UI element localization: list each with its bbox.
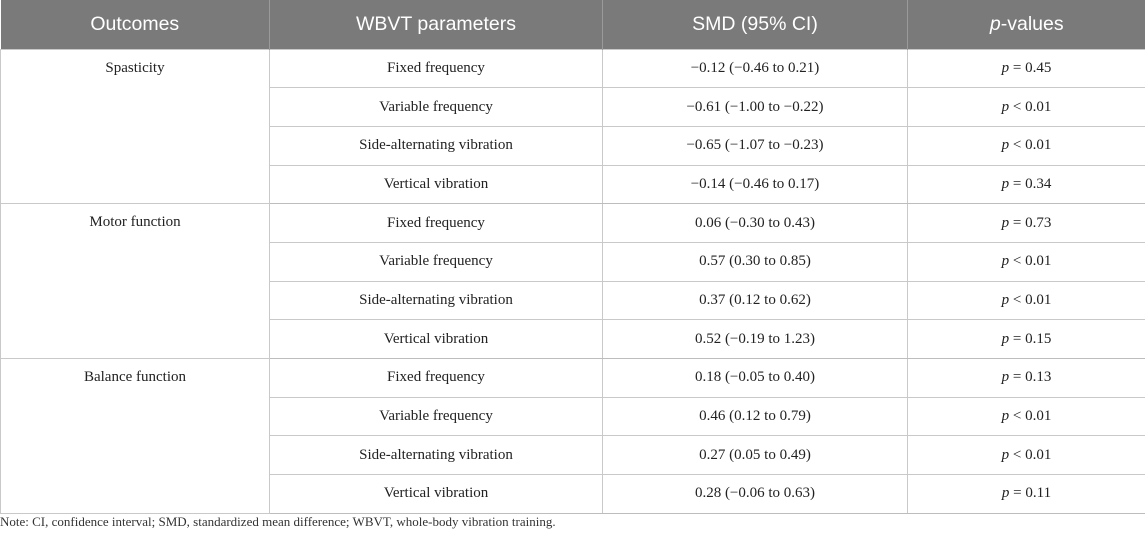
p-value-cell: p = 0.45 [907,48,1145,89]
p-value-cell: p = 0.15 [907,319,1145,359]
smd-cell: −0.14 (−0.46 to 0.17) [602,164,908,205]
p-value-cell: p < 0.01 [907,125,1145,166]
smd-cell: −0.61 (−1.00 to −0.22) [602,87,908,127]
table-row: Motor function Fixed frequency 0.06 (−0.… [0,203,1145,359]
p-value-cell: p < 0.01 [907,396,1145,437]
smd-cell: −0.65 (−1.07 to −0.23) [602,125,908,166]
p-symbol: p [1001,59,1010,76]
outcome-cell: Spasticity [0,48,270,205]
p-value: < 0.01 [1009,408,1052,425]
parameter-cell: Variable frequency [269,241,603,282]
parameter-cell: Fixed frequency [269,358,603,398]
p-value-cell: p = 0.34 [907,164,1145,205]
p-value-cell: p < 0.01 [907,435,1145,476]
p-value: = 0.45 [1009,59,1052,76]
p-symbol: p [1001,330,1010,347]
p-value: < 0.01 [1009,253,1052,270]
parameter-cell: Vertical vibration [269,319,603,359]
p-symbol: p [1001,253,1010,270]
smd-cell: −0.12 (−0.46 to 0.21) [602,48,908,89]
outcome-cell: Balance function [0,358,270,514]
table-row: Side-alternating vibration 0.37 (0.12 to… [1,280,1145,321]
p-value: < 0.01 [1009,291,1052,308]
p-symbol: p [1001,369,1010,386]
table-row: Vertical vibration 0.52 (−0.19 to 1.23) … [1,319,1145,359]
parameter-cell: Variable frequency [269,396,603,437]
p-symbol: p [1001,408,1010,425]
p-symbol: p [1001,485,1010,502]
header-smd: SMD (95% CI) [602,0,908,49]
parameter-cell: Side-alternating vibration [269,125,603,166]
p-value: = 0.13 [1009,369,1052,386]
p-symbol: p [1001,291,1010,308]
p-symbol: p [1001,98,1010,115]
smd-cell: 0.18 (−0.05 to 0.40) [602,358,908,398]
p-value-cell: p = 0.13 [907,358,1145,398]
parameter-cell: Fixed frequency [269,203,603,243]
header-wbvt-parameters: WBVT parameters [269,0,603,49]
smd-cell: 0.37 (0.12 to 0.62) [602,280,908,321]
p-value: = 0.73 [1009,214,1052,231]
p-value-cell: p = 0.11 [907,474,1145,514]
header-p-symbol: p [989,12,1001,35]
header-p-values: p-values [908,0,1145,49]
smd-cell: 0.57 (0.30 to 0.85) [602,241,908,282]
p-symbol: p [1001,175,1010,192]
smd-cell: 0.27 (0.05 to 0.49) [602,435,908,476]
table-row: Variable frequency 0.46 (0.12 to 0.79) p… [1,396,1145,437]
table-footnote: Note: CI, confidence interval; SMD, stan… [0,514,556,529]
p-value-cell: p < 0.01 [907,280,1145,321]
smd-cell: 0.52 (−0.19 to 1.23) [602,319,908,359]
parameter-cell: Side-alternating vibration [269,435,603,476]
p-value: < 0.01 [1009,446,1052,463]
smd-cell: 0.06 (−0.30 to 0.43) [602,203,908,243]
table-row: Variable frequency −0.61 (−1.00 to −0.22… [1,87,1145,127]
table-row: Spasticity Fixed frequency −0.12 (−0.46 … [0,48,1145,205]
table-row: Variable frequency 0.57 (0.30 to 0.85) p… [1,241,1145,282]
results-table: Outcomes WBVT parameters SMD (95% CI) p-… [0,0,1145,514]
p-symbol: p [1001,446,1010,463]
header-p-suffix: -values [1000,12,1064,35]
p-value-cell: p < 0.01 [907,241,1145,282]
p-value: = 0.11 [1009,485,1052,502]
p-value: < 0.01 [1009,98,1052,115]
parameter-cell: Variable frequency [269,87,603,127]
parameter-cell: Vertical vibration [269,164,603,205]
p-value: < 0.01 [1009,137,1052,154]
parameter-cell: Side-alternating vibration [269,280,603,321]
header-outcomes: Outcomes [0,0,270,49]
table-header-row: Outcomes WBVT parameters SMD (95% CI) p-… [0,0,1145,49]
p-symbol: p [1001,214,1010,231]
table-row: Vertical vibration 0.28 (−0.06 to 0.63) … [1,474,1145,514]
table-row: Side-alternating vibration −0.65 (−1.07 … [1,125,1145,166]
p-value: = 0.15 [1009,330,1052,347]
parameter-cell: Fixed frequency [269,48,603,89]
parameter-cell: Vertical vibration [269,474,603,514]
p-value-cell: p < 0.01 [907,87,1145,127]
p-value-cell: p = 0.73 [907,203,1145,243]
p-value: = 0.34 [1009,175,1052,192]
table-row: Balance function Fixed frequency 0.18 (−… [0,358,1145,514]
smd-cell: 0.46 (0.12 to 0.79) [602,396,908,437]
outcome-cell: Motor function [0,203,270,359]
p-symbol: p [1001,137,1010,154]
smd-cell: 0.28 (−0.06 to 0.63) [602,474,908,514]
